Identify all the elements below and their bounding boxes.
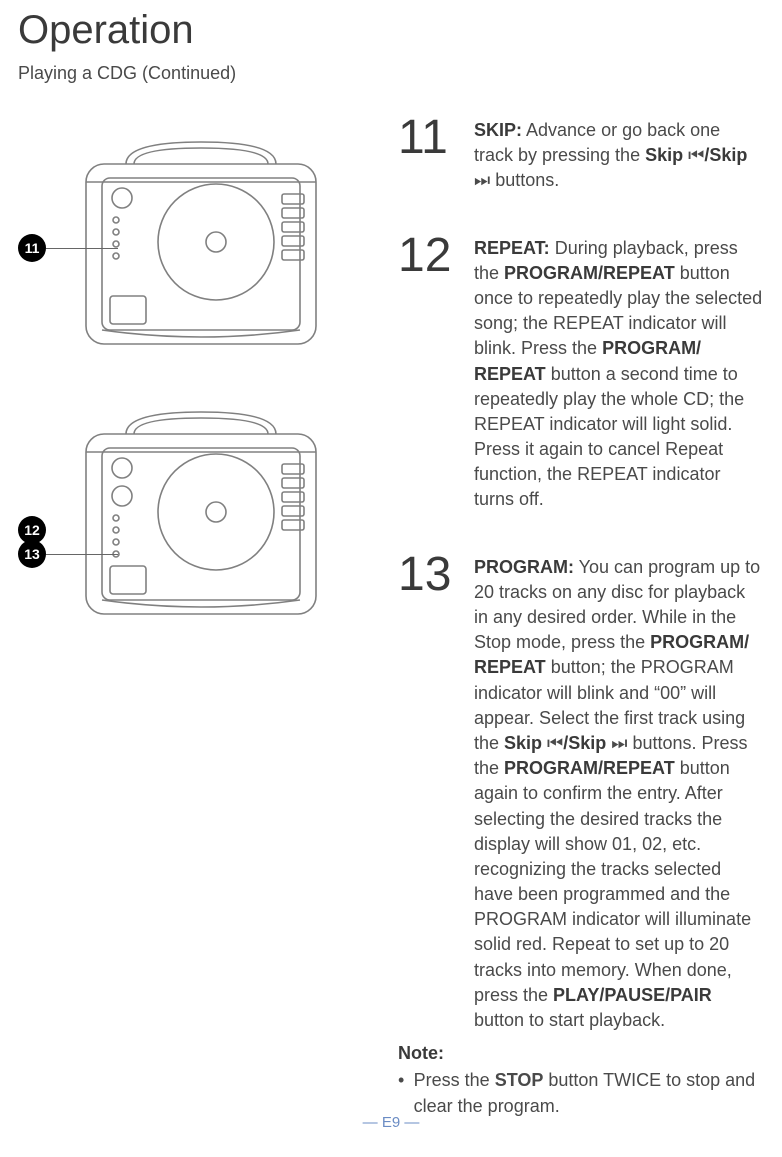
bold-text: PLAY/PAUSE/PAIR xyxy=(553,985,712,1005)
step-body: PROGRAM: You can program up to 20 tracks… xyxy=(474,551,764,1034)
bold-text: PROGRAM/REPEAT xyxy=(504,758,675,778)
skip-next-icon: ⏭ xyxy=(611,733,627,753)
bold-text: /Skip xyxy=(704,145,747,165)
step-number: 12 xyxy=(398,232,466,280)
step-12: 12REPEAT: During playback, press the PRO… xyxy=(398,232,764,513)
callout-badge-11: 11 xyxy=(18,234,46,262)
step-lead: REPEAT: xyxy=(474,238,550,258)
skip-next-icon: ⏭ xyxy=(474,170,490,190)
page-footer: — E9 — xyxy=(0,1114,782,1131)
step-body: SKIP: Advance or go back one track by pr… xyxy=(474,114,764,194)
steps-column: 11SKIP: Advance or go back one track by … xyxy=(398,114,764,1119)
bold-text: Skip xyxy=(645,145,688,165)
bold-text: /Skip xyxy=(563,733,611,753)
bold-text: PROGRAM/ REPEAT xyxy=(474,632,749,677)
step-lead: PROGRAM: xyxy=(474,557,574,577)
device-diagram-top: 11 xyxy=(66,134,358,354)
page-subtitle: Playing a CDG (Continued) xyxy=(18,63,764,84)
callout-line xyxy=(46,554,118,555)
skip-prev-icon: ⏮ xyxy=(547,733,563,753)
device-diagram-bottom: 12 13 xyxy=(66,404,358,624)
bold-text: STOP xyxy=(495,1070,544,1090)
device-svg-bottom xyxy=(66,404,336,624)
callout-line xyxy=(46,248,118,249)
bold-text: Skip xyxy=(504,733,547,753)
step-body: REPEAT: During playback, press the PROGR… xyxy=(474,232,764,513)
bold-text: PROGRAM/ REPEAT xyxy=(474,338,701,383)
note-text: Press the STOP button TWICE to stop and … xyxy=(414,1068,764,1118)
step-13: 13PROGRAM: You can program up to 20 trac… xyxy=(398,551,764,1034)
note-label: Note: xyxy=(398,1041,764,1066)
diagram-column: 11 xyxy=(18,114,358,1119)
bullet-dot: • xyxy=(398,1068,414,1118)
skip-prev-icon: ⏮ xyxy=(688,145,704,165)
step-number: 13 xyxy=(398,551,466,599)
bold-text: PROGRAM/REPEAT xyxy=(504,263,675,283)
step-number: 11 xyxy=(398,114,466,162)
step-lead: SKIP: xyxy=(474,120,522,140)
page-title: Operation xyxy=(18,8,764,53)
content-row: 11 xyxy=(18,114,764,1119)
note-bullet: •Press the STOP button TWICE to stop and… xyxy=(398,1068,764,1118)
note-block: Note:•Press the STOP button TWICE to sto… xyxy=(398,1041,764,1119)
callout-badge-13: 13 xyxy=(18,540,46,568)
step-11: 11SKIP: Advance or go back one track by … xyxy=(398,114,764,194)
